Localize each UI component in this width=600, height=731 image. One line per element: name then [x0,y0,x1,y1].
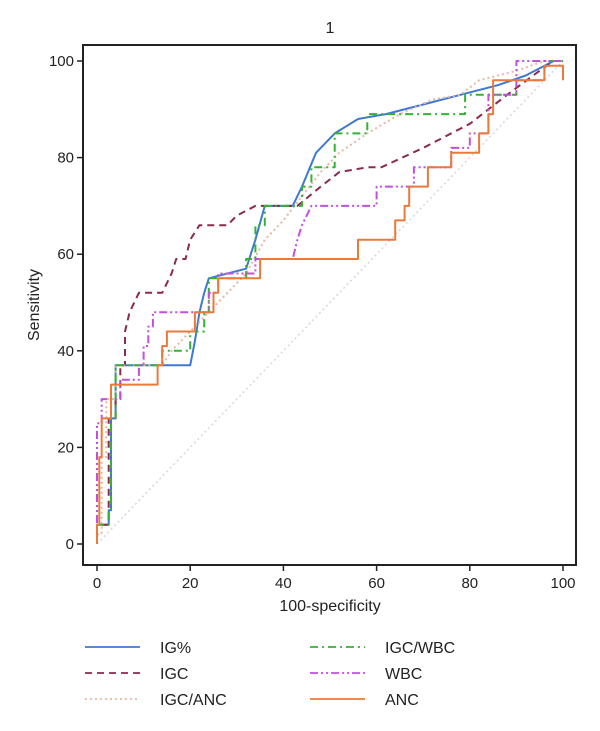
legend-label: ANC [385,692,419,709]
series-line-igc-wbc [96,60,563,544]
y-axis-ticks: 0 20 40 60 80 100 [49,53,83,553]
chart-title: 1 [326,20,335,37]
y-tick-label: 100 [49,53,74,70]
series-line-anc [96,64,564,544]
y-tick-label: 60 [57,246,74,263]
x-tick-label: 40 [275,575,292,592]
x-tick-label: 20 [182,575,199,592]
legend-label: WBC [385,666,422,683]
series-layer [96,60,564,544]
legend-label: IGC [160,666,188,683]
legend-label: IGC/WBC [385,640,455,657]
series-line-igc-anc [96,60,563,544]
series-line-wbc [96,60,563,544]
x-axis-ticks: 0 20 40 60 80 100 [93,565,576,592]
legend-label: IG% [160,640,191,657]
y-tick-label: 20 [57,439,74,456]
x-tick-label: 60 [368,575,385,592]
y-axis-title: Sensitivity [26,269,43,341]
x-tick-label: 80 [461,575,478,592]
series-line-igc [96,60,563,544]
reference-diagonal [96,60,564,545]
y-tick-label: 40 [57,343,74,360]
x-tick-label: 0 [93,575,101,592]
y-tick-label: 0 [66,536,74,553]
plot-frame [82,44,577,566]
legend-label: IGC/ANC [160,692,227,709]
x-axis-title: 100-specificity [279,598,380,615]
x-tick-label: 100 [550,575,575,592]
legend: IG% IGC IGC/ANC IGC/WBC WBC ANC [85,640,455,709]
y-tick-label: 80 [57,150,74,167]
